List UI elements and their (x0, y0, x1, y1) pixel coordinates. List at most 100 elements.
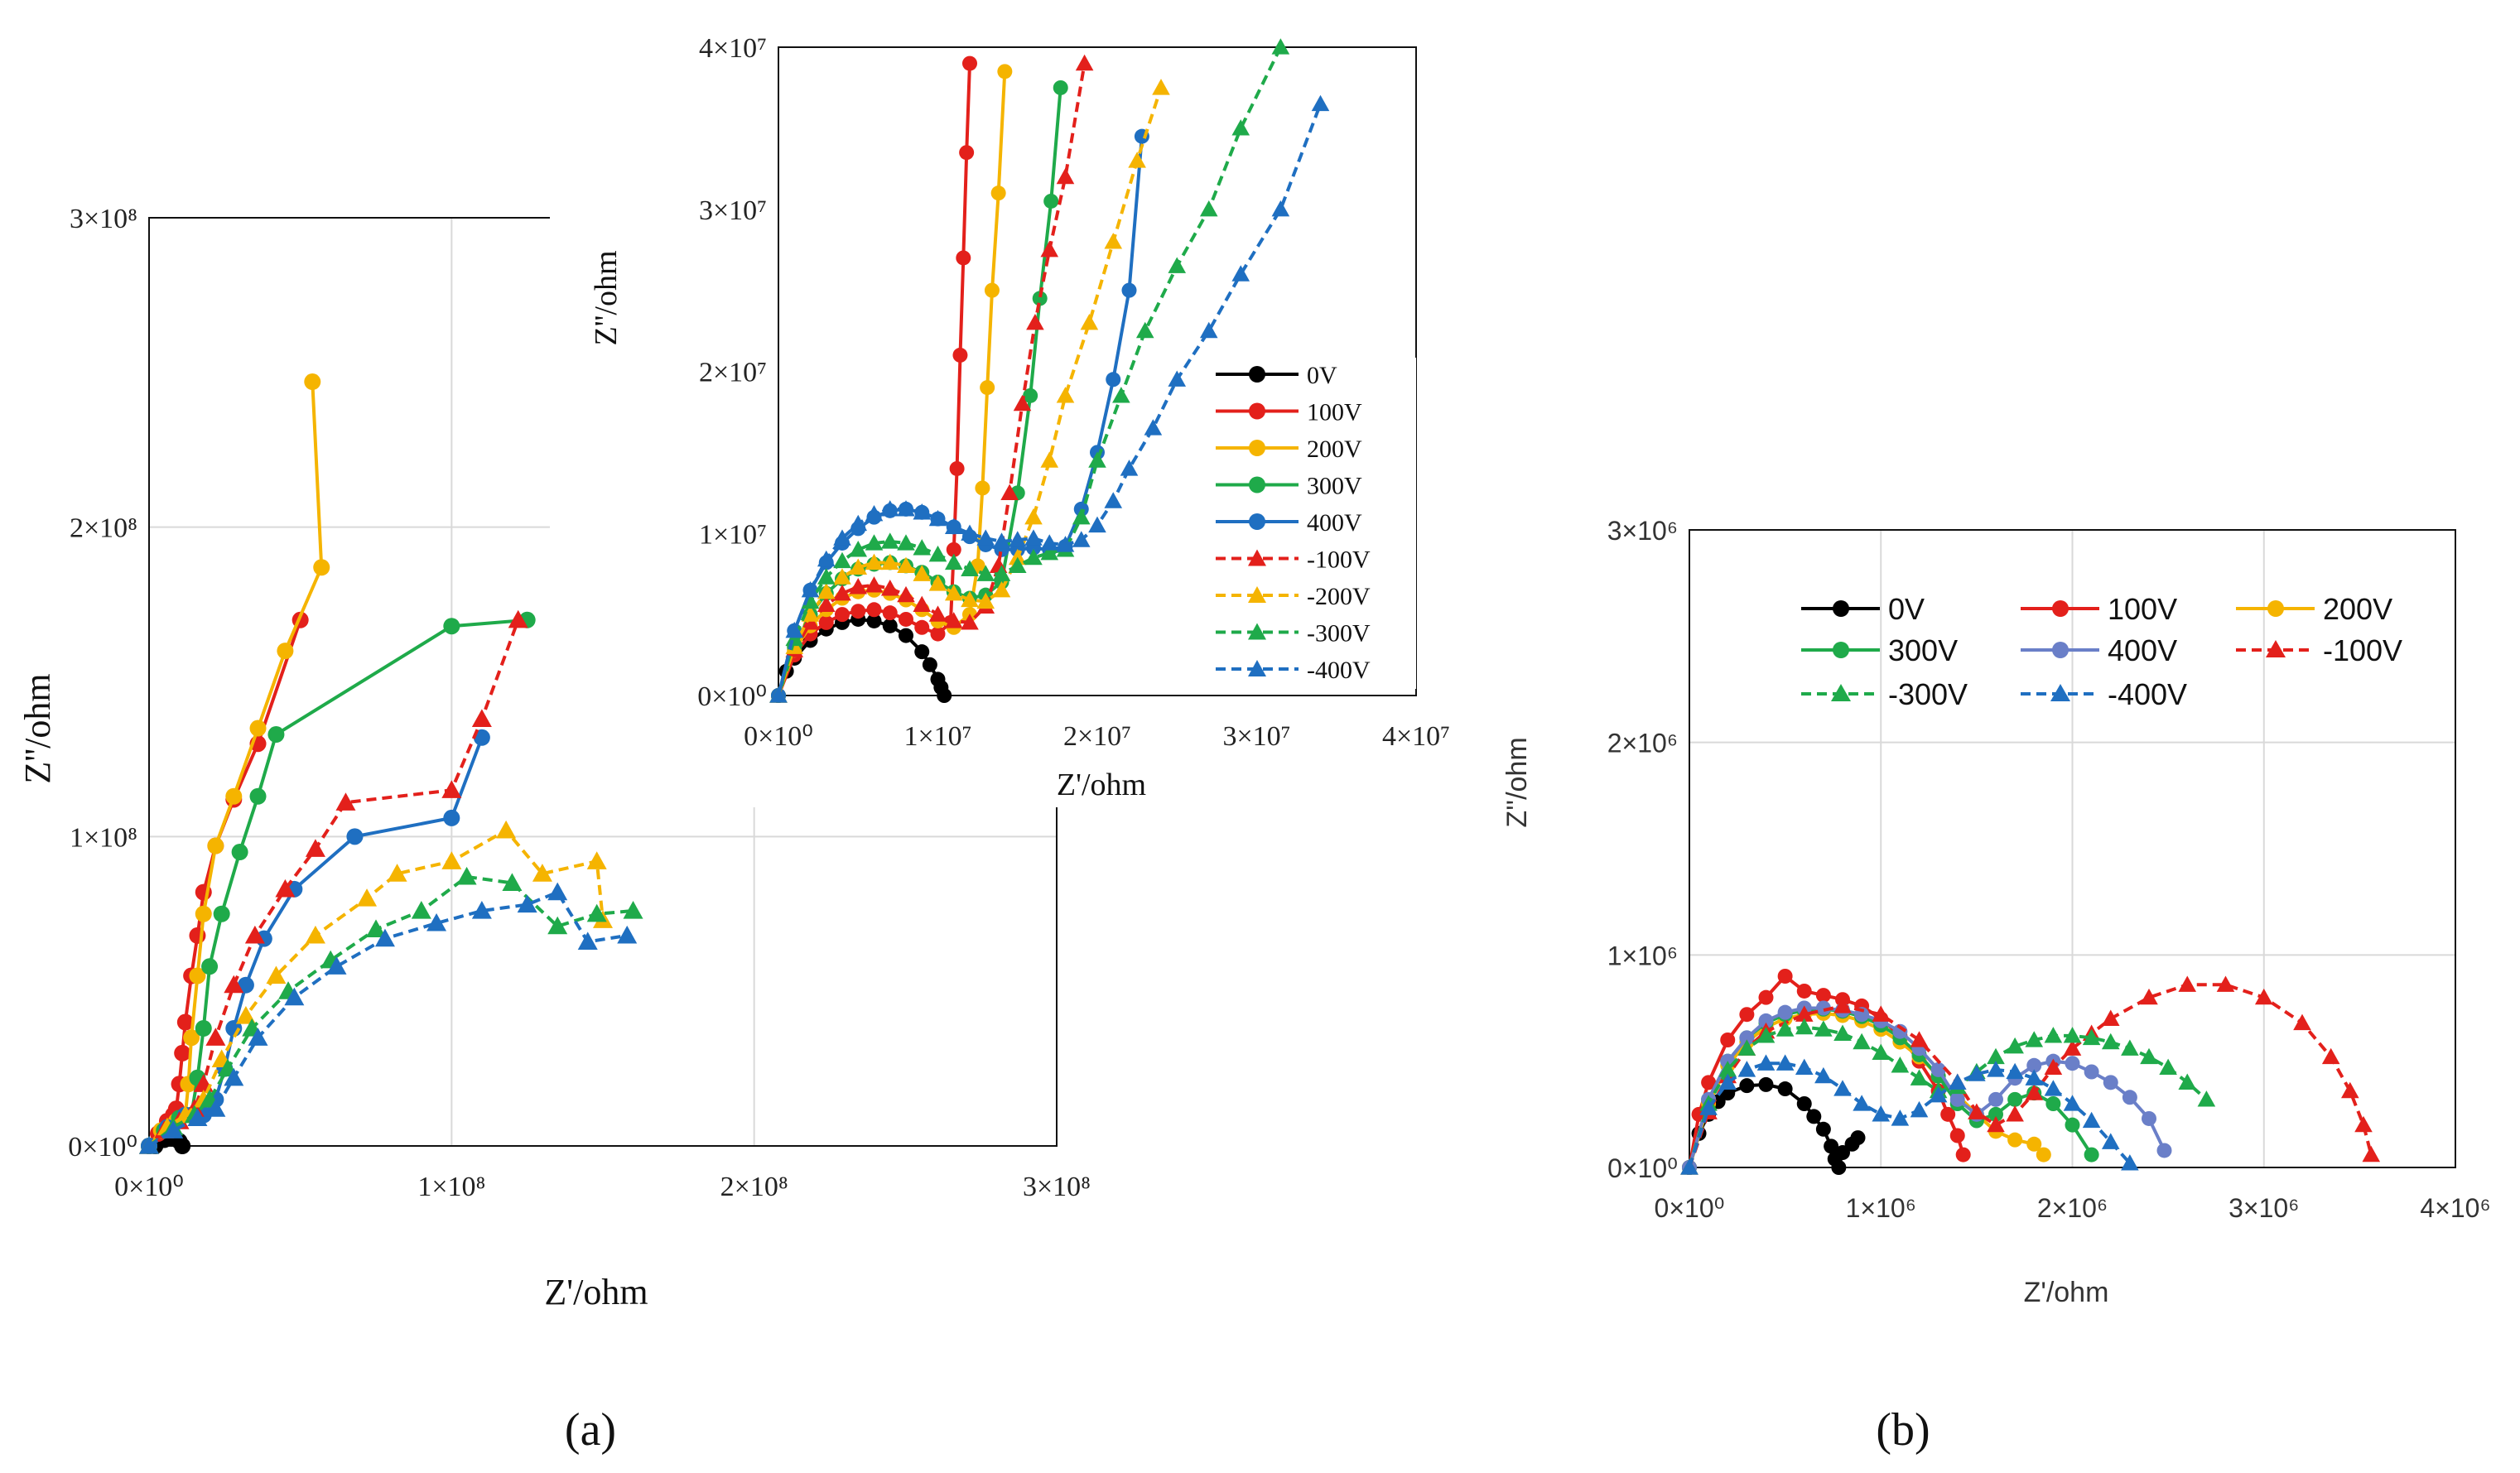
main_a-point-400v (443, 809, 460, 826)
main_a-line-minus-400v (147, 890, 628, 1148)
inset-a-legend-label: -400V (1307, 657, 1371, 684)
inset_a-x-tick-label: 3×10⁷ (1222, 721, 1290, 752)
b-legend-item-300v: 300V (1801, 633, 1958, 667)
inset-a-legend-swatch-marker (1248, 586, 1266, 603)
inset_a-point-100v (818, 614, 834, 630)
inset-a-legend-item-300v: 300V (1216, 473, 1362, 500)
b-legend-swatch-marker (1831, 684, 1851, 701)
b-point-minus-400v (1795, 1058, 1814, 1076)
inset_a-point-minus-300v (976, 565, 995, 581)
b-point-minus-400v (1776, 1054, 1795, 1071)
inset_a-point-minus-100v (913, 595, 932, 613)
main_a-point-minus-200v (266, 965, 287, 984)
b-point-100v (1940, 1106, 1956, 1122)
inset_a-point-minus-400v (1024, 529, 1043, 546)
inset-a-tick-labels: 0×10⁰ 1×10⁷ 2×10⁷ 3×10⁷ 4×10⁷ 0×10⁰ 1×10⁷ 2×10⁷… (697, 33, 1450, 752)
main_a-y-tick-label: 0×10⁰ (68, 1132, 137, 1163)
b-point-minus-400v (1699, 1099, 1718, 1115)
main_a-point-minus-400v (163, 1120, 184, 1138)
main_a-point-minus-400v (205, 1099, 226, 1117)
main_a-point-minus-100v (305, 839, 325, 857)
b-legend-swatch-marker (2266, 640, 2286, 657)
b-point-minus-400v (1853, 1095, 1871, 1111)
inset_a-point-minus-400v (944, 517, 963, 535)
inset_a-point-100v (899, 611, 913, 627)
b-point-400v (1988, 1091, 2003, 1107)
main_a-point-minus-300v (502, 873, 523, 891)
main_a-point-minus-400v (224, 1067, 244, 1086)
b-point-minus-400v (2121, 1154, 2139, 1171)
inset_a-point-minus-300v (992, 565, 1011, 581)
inset_a-point-minus-400v (833, 529, 851, 546)
b-x-tick-label: 0×10⁰ (1655, 1193, 1725, 1223)
b-point-minus-300v (1853, 1033, 1871, 1050)
main_a-point-minus-200v (586, 851, 607, 869)
b-point-minus-300v (2044, 1027, 2063, 1043)
main_a-point-minus-300v (456, 866, 477, 885)
b-point-100v (1815, 988, 1831, 1004)
inset_a-point-100v (882, 605, 898, 621)
inset_a-point-minus-100v (1040, 240, 1059, 258)
b-legend-swatch-marker (2050, 684, 2070, 701)
main_a-point-minus-400v (248, 1028, 268, 1046)
inset-a-legend-item-minus-200v: -200V (1216, 583, 1371, 610)
b-point-minus-300v (1718, 1061, 1737, 1077)
inset_a-point-minus-300v (1040, 543, 1059, 561)
inset_a-point-minus-400v (1008, 531, 1027, 547)
inset_a-point-minus-100v (897, 585, 915, 603)
b-point-minus-300v (1737, 1039, 1756, 1056)
inset_a-point-minus-100v (1026, 313, 1044, 330)
inset_a-point-minus-200v (1152, 79, 1170, 95)
main_a-point-minus-100v (508, 609, 528, 628)
inset_a-point-minus-400v (928, 509, 947, 527)
main_a-series-minus-400v (139, 882, 638, 1154)
inset-a-x-axis-title: Z'/ohm (1057, 768, 1146, 802)
b-point-100v (1758, 989, 1774, 1005)
inset_a-point-minus-300v (880, 532, 899, 549)
inset_a-point-200v (984, 282, 1000, 298)
b-point-minus-300v (2140, 1047, 2158, 1065)
b-point-0v (1777, 1081, 1793, 1097)
inset_a-point-minus-300v (833, 551, 851, 569)
inset_a-point-minus-300v (817, 568, 836, 585)
inset_a-point-minus-400v (817, 550, 836, 567)
inset_a-point-minus-100v (1056, 167, 1075, 185)
inset_a-point-minus-300v (1088, 451, 1106, 468)
b-tick-labels: 0×10⁰ 1×10⁶ 2×10⁶ 3×10⁶ 4×10⁶ 0×10⁰ 1×10⁶ 2×10⁶… (1607, 516, 2491, 1223)
inset_a-point-minus-200v (976, 592, 995, 609)
inset_a-point-minus-200v (833, 568, 851, 585)
inset_a-point-minus-300v (1072, 508, 1091, 525)
b-point-minus-300v (2197, 1090, 2216, 1107)
inset_a-point-100v (949, 460, 965, 476)
b-point-minus-300v (1987, 1047, 2005, 1065)
inset_a-point-0v (882, 618, 898, 633)
b-point-minus-400v (2006, 1062, 2024, 1080)
inset_a-point-minus-200v (992, 580, 1011, 598)
main_a-point-200v (225, 787, 243, 805)
inset-a-legend-label: -300V (1307, 620, 1371, 647)
b-y-axis-title: Z''/ohm (1501, 737, 1533, 827)
main_a-point-100v (176, 1013, 194, 1031)
b-x-tick-label: 2×10⁶ (2037, 1193, 2108, 1223)
b-point-minus-300v (1756, 1027, 1776, 1043)
b-series-group (1680, 969, 2381, 1175)
b-point-minus-100v (2101, 1009, 2120, 1026)
main_a-point-200v (249, 720, 267, 737)
inset_a-point-minus-300v (865, 534, 884, 551)
b-point-minus-300v (2082, 1028, 2101, 1046)
inset_a-point-minus-100v (817, 595, 836, 613)
b-point-0v (1824, 1138, 1839, 1154)
b-point-minus-300v (1833, 1024, 1852, 1041)
main_a-point-minus-400v (517, 894, 537, 913)
b-point-400v (1777, 1004, 1793, 1020)
inset-a-legend-swatch-marker (1248, 623, 1266, 640)
b-point-100v (1739, 1007, 1755, 1023)
b-point-400v (1815, 1000, 1831, 1016)
inset_a-point-minus-400v (913, 503, 932, 520)
b-point-400v (2084, 1064, 2099, 1080)
inset_a-point-minus-400v (1056, 536, 1075, 552)
inset_a-point-minus-300v (1008, 556, 1027, 574)
main_a-y-tick-label: 3×10⁸ (70, 204, 137, 234)
inset_a-point-minus-400v (897, 500, 915, 517)
